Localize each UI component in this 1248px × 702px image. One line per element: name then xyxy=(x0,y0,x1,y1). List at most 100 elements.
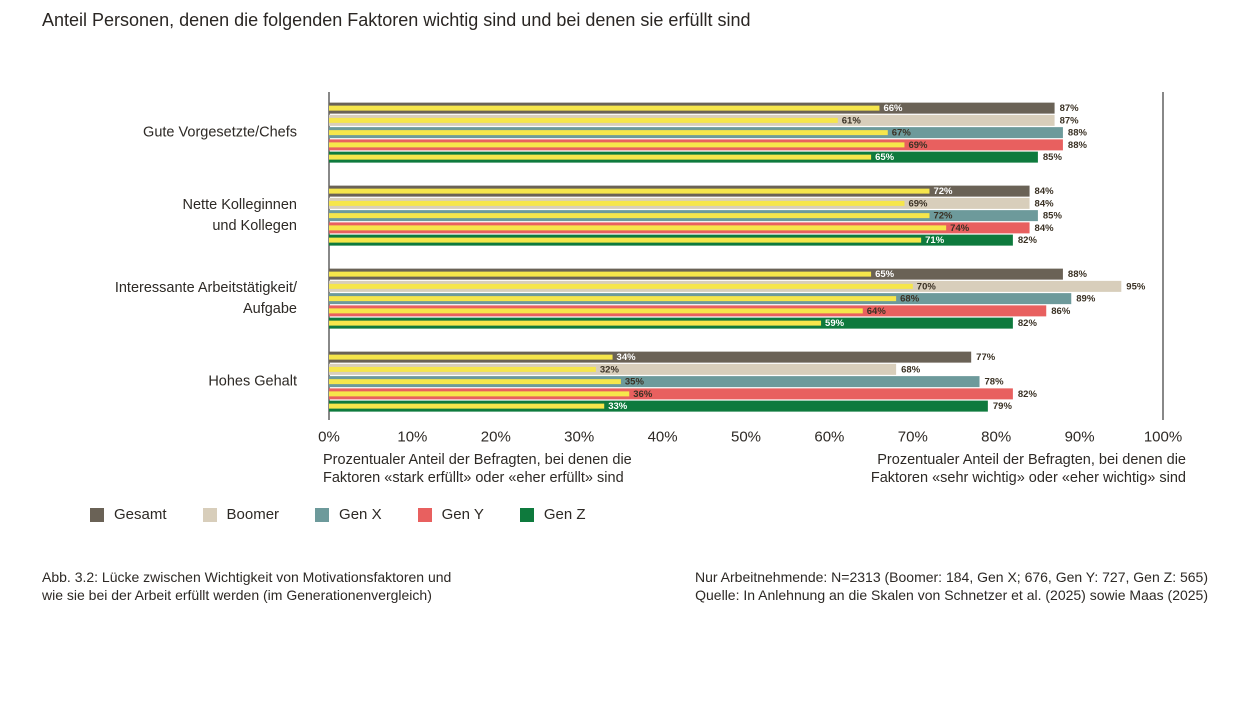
x-tick-label: 70% xyxy=(898,429,928,446)
value-label-wichtig-gen-z: 79% xyxy=(993,401,1013,412)
source-note-line: Quelle: In Anlehnung an die Skalen von S… xyxy=(695,587,1208,603)
value-unit: % xyxy=(936,235,945,246)
value-label-erfuellt-gen-x: 67% xyxy=(892,127,912,138)
value-label-wichtig-gen-x: 78% xyxy=(985,376,1005,387)
value-label-wichtig-gen-z: 82% xyxy=(1018,318,1038,329)
value-unit: % xyxy=(635,376,644,387)
value-label-wichtig-gen-y: 86% xyxy=(1051,305,1071,316)
value-unit: % xyxy=(886,269,895,280)
value-unit: % xyxy=(877,305,886,316)
value-label-erfuellt-gen-y: 64% xyxy=(867,305,887,316)
value-number: 78 xyxy=(985,376,996,387)
bar-erfuellt-boomer xyxy=(329,366,596,372)
value-unit: % xyxy=(1078,139,1087,150)
value-label-wichtig-gen-y: 88% xyxy=(1068,139,1088,150)
legend-swatch-boomer xyxy=(202,508,217,522)
value-number: 88 xyxy=(1068,269,1079,280)
source-note-line: Nur Arbeitnehmende: N=2313 (Boomer: 184,… xyxy=(694,569,1208,585)
value-label-wichtig-gen-y: 84% xyxy=(1035,222,1055,233)
bar-erfuellt-gesamt xyxy=(329,354,613,360)
legend: Gesamt Boomer Gen X Gen Y Gen Z xyxy=(90,506,586,524)
value-unit: % xyxy=(1045,198,1054,209)
value-number: 68 xyxy=(901,364,912,375)
x-axis-note-line: Faktoren «stark erfüllt» oder «eher erfü… xyxy=(323,470,624,486)
x-axis-note-wichtig: Prozentualer Anteil der Befragten, bei d… xyxy=(871,451,1186,487)
bar-erfuellt-boomer xyxy=(329,283,913,289)
value-label-erfuellt-boomer: 70% xyxy=(917,281,937,292)
value-number: 89 xyxy=(1076,293,1087,304)
value-unit: % xyxy=(919,198,928,209)
value-unit: % xyxy=(836,318,845,329)
value-label-erfuellt-gen-y: 69% xyxy=(908,139,928,150)
bar-erfuellt-gen-z xyxy=(329,403,605,409)
legend-label-gen-y: Gen Y xyxy=(441,506,484,523)
value-label-erfuellt-gen-z: 65% xyxy=(875,152,895,163)
legend-label-boomer: Boomer xyxy=(226,506,280,523)
value-number: 69 xyxy=(908,198,919,209)
legend-swatch-gen-z xyxy=(519,508,534,522)
value-label-wichtig-gesamt: 87% xyxy=(1060,103,1080,114)
x-tick-label: 10% xyxy=(397,429,427,446)
value-number: 64 xyxy=(867,305,878,316)
bar-erfuellt-gen-y xyxy=(329,391,630,397)
value-label-erfuellt-gen-x: 72% xyxy=(933,210,953,221)
legend-item-gen-x: Gen X xyxy=(315,506,382,524)
x-tick-label: 60% xyxy=(814,429,844,446)
value-number: 61 xyxy=(842,115,853,126)
legend-label-gen-z: Gen Z xyxy=(543,506,586,523)
bar-erfuellt-gesamt xyxy=(329,105,880,111)
value-unit: % xyxy=(944,210,953,221)
value-unit: % xyxy=(1137,281,1146,292)
bar-wichtig-boomer xyxy=(329,363,897,375)
value-unit: % xyxy=(987,352,996,363)
value-number: 77 xyxy=(976,352,987,363)
value-unit: % xyxy=(1062,305,1071,316)
value-number: 85 xyxy=(1043,210,1054,221)
value-unit: % xyxy=(912,364,921,375)
value-label-wichtig-gesamt: 88% xyxy=(1068,269,1088,280)
value-label-wichtig-gen-z: 85% xyxy=(1043,152,1063,163)
bar-erfuellt-boomer xyxy=(329,117,838,123)
value-unit: % xyxy=(886,152,895,163)
bar-erfuellt-gen-y xyxy=(329,225,947,231)
value-unit: % xyxy=(902,127,911,138)
value-label-erfuellt-boomer: 61% xyxy=(842,115,862,126)
bar-wichtig-gen-y xyxy=(329,388,1013,400)
value-unit: % xyxy=(1053,152,1062,163)
x-tick-label: 40% xyxy=(648,429,678,446)
legend-item-gesamt: Gesamt xyxy=(90,506,167,524)
x-tick-label: 80% xyxy=(981,429,1011,446)
value-label-erfuellt-gen-x: 35% xyxy=(625,376,645,387)
value-unit: % xyxy=(610,364,619,375)
value-unit: % xyxy=(852,115,861,126)
value-number: 72 xyxy=(933,210,944,221)
category-label: Hohes Gehalt xyxy=(208,373,297,390)
value-number: 65 xyxy=(875,269,886,280)
bar-wichtig-gesamt xyxy=(329,351,972,363)
category-label: Gute Vorgesetzte/Chefs xyxy=(143,124,297,141)
value-label-wichtig-gesamt: 84% xyxy=(1035,186,1055,197)
value-number: 85 xyxy=(1043,152,1054,163)
value-label-wichtig-gen-x: 89% xyxy=(1076,293,1096,304)
x-axis-note-line: Faktoren «sehr wichtig» oder «eher wicht… xyxy=(870,470,1186,486)
value-label-wichtig-gen-y: 82% xyxy=(1018,388,1038,399)
value-label-wichtig-boomer: 87% xyxy=(1060,115,1080,126)
category-label: Interessante Arbeitstätigkeit/ Aufgabe xyxy=(114,279,297,317)
value-unit: % xyxy=(1003,401,1012,412)
value-label-erfuellt-boomer: 32% xyxy=(600,364,620,375)
value-number: 36 xyxy=(633,388,644,399)
x-axis-note-line: Prozentualer Anteil der Befragten, bei d… xyxy=(877,452,1186,468)
bar-wichtig-gen-x xyxy=(329,376,980,388)
value-label-wichtig-gen-x: 88% xyxy=(1068,127,1088,138)
value-unit: % xyxy=(961,222,970,233)
value-label-erfuellt-gen-z: 59% xyxy=(825,318,845,329)
value-number: 84 xyxy=(1035,198,1046,209)
x-axis-note-line: Prozentualer Anteil der Befragten, bei d… xyxy=(323,452,632,468)
value-number: 72 xyxy=(933,186,944,197)
bar-erfuellt-gen-z xyxy=(329,237,922,243)
value-unit: % xyxy=(911,293,920,304)
category-label: Nette Kolleginnen und Kollegen xyxy=(182,196,297,234)
bar-wichtig-gen-z xyxy=(329,400,988,412)
category-group: 34% 77%32% 68%35% 78%36% 82%33% 79% xyxy=(329,351,1038,412)
value-unit: % xyxy=(894,103,903,114)
